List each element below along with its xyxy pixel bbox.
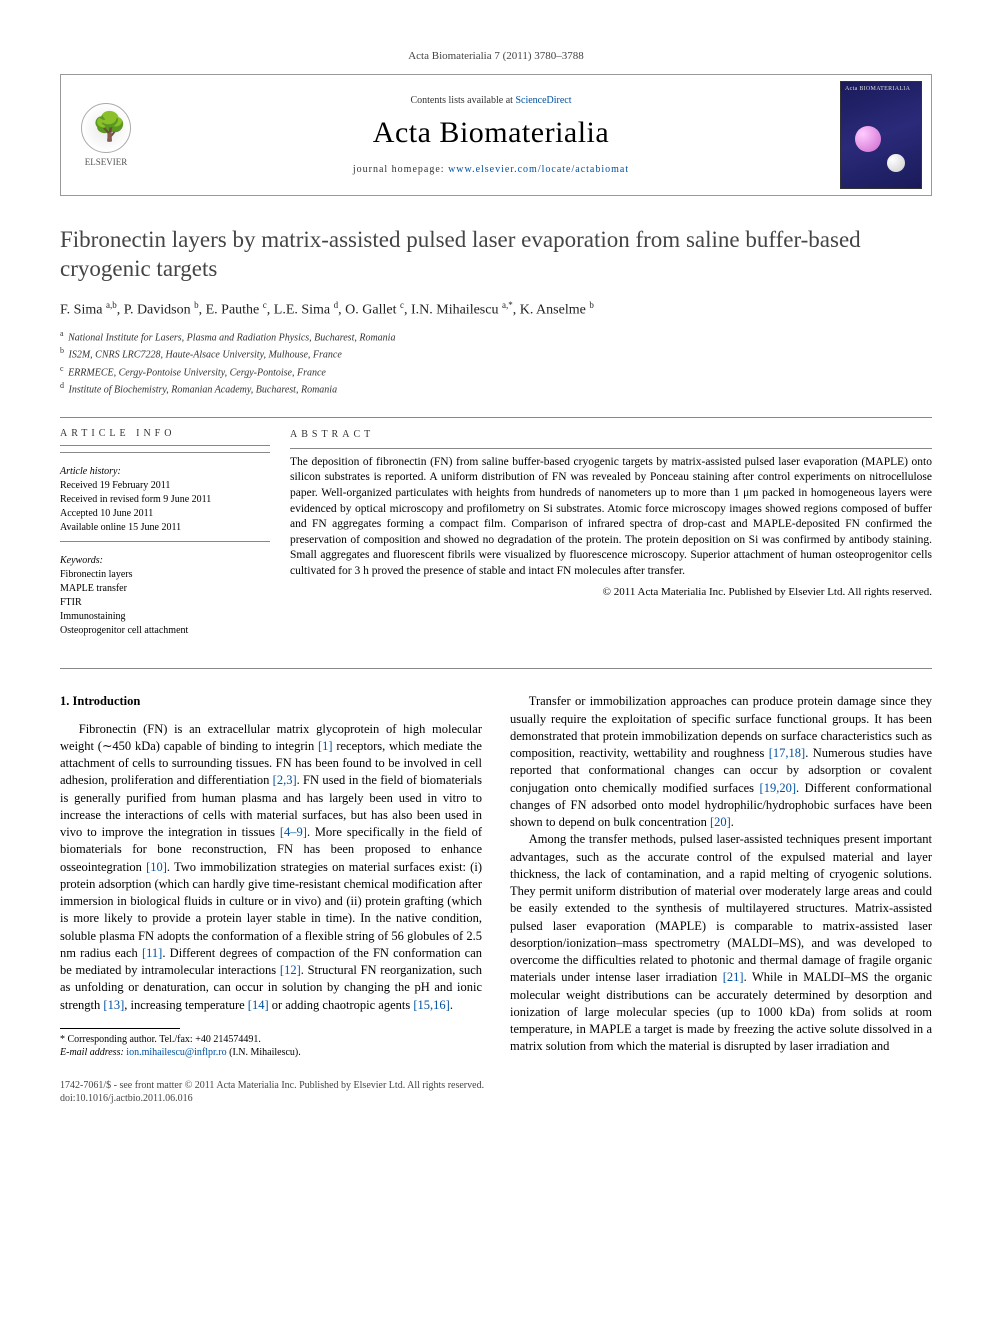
citation-link[interactable]: [15,16]	[413, 998, 449, 1012]
authors: F. Sima a,b, P. Davidson b, E. Pauthe c,…	[60, 300, 932, 319]
citation-link[interactable]: [13]	[103, 998, 124, 1012]
rule-abstract	[290, 448, 932, 449]
keyword-line: Immunostaining	[60, 610, 270, 624]
affiliation-line: d Institute of Biochemistry, Romanian Ac…	[60, 380, 932, 397]
intro-para-3: Among the transfer methods, pulsed laser…	[510, 831, 932, 1055]
elsevier-tree-icon	[81, 103, 131, 153]
cover-label: Acta BIOMATERIALIA	[845, 86, 910, 92]
citation-link[interactable]: [4–9]	[280, 825, 307, 839]
citation-link[interactable]: [10]	[146, 860, 167, 874]
citation-link[interactable]: [11]	[142, 946, 162, 960]
citation-link[interactable]: [20]	[710, 815, 731, 829]
keywords-block: Keywords: Fibronectin layersMAPLE transf…	[60, 541, 270, 638]
journal-title: Acta Biomaterialia	[155, 116, 827, 150]
rule-top	[60, 417, 932, 418]
citation-link[interactable]: [14]	[248, 998, 269, 1012]
citation-link[interactable]: [2,3]	[273, 773, 297, 787]
footnote-rule	[60, 1028, 180, 1029]
journal-header: ELSEVIER Contents lists available at Sci…	[60, 74, 932, 196]
homepage-prefix: journal homepage:	[353, 164, 448, 175]
intro-para-2: Transfer or immobilization approaches ca…	[510, 693, 932, 831]
section-1-heading: 1. Introduction	[60, 693, 482, 710]
history-label: Article history:	[60, 465, 270, 479]
affiliation-line: b IS2M, CNRS LRC7228, Haute-Alsace Unive…	[60, 345, 932, 362]
contents-line: Contents lists available at ScienceDirec…	[155, 95, 827, 106]
abstract-text: The deposition of fibronectin (FN) from …	[290, 455, 932, 579]
keyword-line: Osteoprogenitor cell attachment	[60, 624, 270, 638]
citation-link[interactable]: [19,20]	[760, 781, 796, 795]
body-text: 1. Introduction Fibronectin (FN) is an e…	[60, 693, 932, 1059]
corresponding-footnote: * Corresponding author. Tel./fax: +40 21…	[60, 1033, 482, 1059]
header-center: Contents lists available at ScienceDirec…	[151, 75, 831, 195]
email-name: (I.N. Mihailescu).	[229, 1047, 301, 1058]
abstract-copyright: © 2011 Acta Materialia Inc. Published by…	[290, 585, 932, 600]
email-label: E-mail address:	[60, 1047, 124, 1058]
keywords-label: Keywords:	[60, 554, 270, 568]
intro-para-1: Fibronectin (FN) is an extracellular mat…	[60, 721, 482, 1014]
page-footer: 1742-7061/$ - see front matter © 2011 Ac…	[60, 1079, 932, 1105]
issn-line: 1742-7061/$ - see front matter © 2011 Ac…	[60, 1079, 932, 1092]
sciencedirect-link[interactable]: ScienceDirect	[515, 95, 571, 106]
affiliations: a National Institute for Lasers, Plasma …	[60, 328, 932, 397]
article-title: Fibronectin layers by matrix-assisted pu…	[60, 226, 932, 284]
elsevier-logo: ELSEVIER	[81, 103, 131, 167]
rule-body-top	[60, 668, 932, 669]
history-line: Accepted 10 June 2011	[60, 507, 270, 521]
cover-cell: Acta BIOMATERIALIA	[831, 75, 931, 195]
citation-link[interactable]: [1]	[318, 739, 333, 753]
contents-prefix: Contents lists available at	[410, 95, 515, 106]
article-info-heading: ARTICLE INFO	[60, 428, 270, 439]
corresponding-email-link[interactable]: ion.mihailescu@inflpr.ro	[126, 1047, 226, 1058]
rule-info	[60, 445, 270, 446]
email-line: E-mail address: ion.mihailescu@inflpr.ro…	[60, 1046, 482, 1059]
journal-reference: Acta Biomaterialia 7 (2011) 3780–3788	[60, 50, 932, 62]
homepage-line: journal homepage: www.elsevier.com/locat…	[155, 164, 827, 175]
citation-link[interactable]: [21]	[723, 970, 744, 984]
keyword-line: Fibronectin layers	[60, 568, 270, 582]
article-info-column: ARTICLE INFO Article history: Received 1…	[60, 428, 290, 638]
keyword-line: FTIR	[60, 596, 270, 610]
history-line: Received in revised form 9 June 2011	[60, 493, 270, 507]
publisher-logo-cell: ELSEVIER	[61, 75, 151, 195]
affiliation-line: c ERRMECE, Cergy-Pontoise University, Ce…	[60, 363, 932, 380]
affiliation-line: a National Institute for Lasers, Plasma …	[60, 328, 932, 345]
abstract-column: ABSTRACT The deposition of fibronectin (…	[290, 428, 932, 638]
citation-link[interactable]: [12]	[280, 963, 301, 977]
history-line: Received 19 February 2011	[60, 479, 270, 493]
history-line: Available online 15 June 2011	[60, 521, 270, 535]
homepage-link[interactable]: www.elsevier.com/locate/actabiomat	[448, 164, 629, 175]
journal-cover-thumb: Acta BIOMATERIALIA	[840, 81, 922, 189]
citation-link[interactable]: [17,18]	[769, 746, 805, 760]
corresponding-line: * Corresponding author. Tel./fax: +40 21…	[60, 1033, 482, 1046]
keyword-line: MAPLE transfer	[60, 582, 270, 596]
abstract-heading: ABSTRACT	[290, 428, 932, 442]
article-history-block: Article history: Received 19 February 20…	[60, 452, 270, 535]
publisher-name: ELSEVIER	[81, 157, 131, 167]
doi-line: doi:10.1016/j.actbio.2011.06.016	[60, 1092, 932, 1105]
